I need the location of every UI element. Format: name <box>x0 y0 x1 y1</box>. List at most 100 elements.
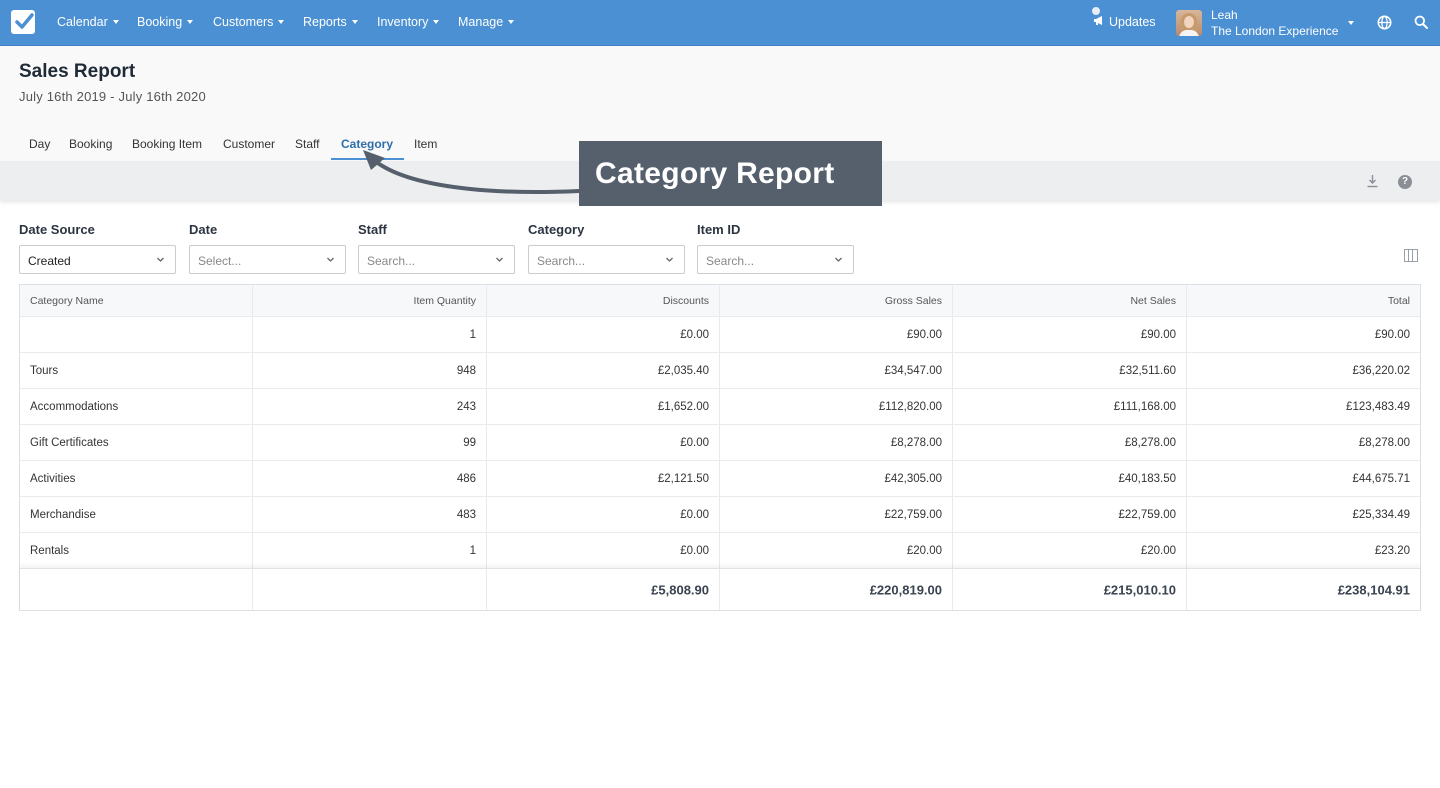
table-cell: 99 <box>253 425 487 460</box>
table-cell: 243 <box>253 389 487 424</box>
columns-toggle-icon[interactable] <box>1404 249 1418 262</box>
category-label: Category <box>528 222 585 237</box>
table-cell: Activities <box>20 461 253 496</box>
nav-reports-label: Reports <box>303 15 347 29</box>
top-nav-bar: Calendar Booking Customers Reports Inven… <box>0 0 1440 46</box>
table-cell: £90.00 <box>953 317 1187 352</box>
notification-dot <box>1092 7 1100 15</box>
chevron-down-icon <box>157 257 164 262</box>
caret-down-icon <box>278 20 285 24</box>
header-cell[interactable]: Total <box>1387 294 1410 307</box>
table-cell: £20.00 <box>720 533 953 568</box>
table-cell: £90.00 <box>1374 328 1410 341</box>
table-cell: 948 <box>253 353 487 388</box>
page-title: Sales Report <box>19 61 136 82</box>
table-cell: £32,511.60 <box>953 353 1187 388</box>
header-cell[interactable]: Item Quantity <box>253 285 487 316</box>
callout-arrow-icon <box>363 150 581 195</box>
nav-calendar-label: Calendar <box>57 15 108 29</box>
totals-net-sales: £215,010.10 <box>953 569 1187 610</box>
table-cell: £0.00 <box>487 317 720 352</box>
header-cell[interactable]: Discounts <box>487 285 720 316</box>
caret-down-icon <box>187 20 194 24</box>
table-row: Tours 948 £2,035.40 £34,547.00 £32,511.60 £36… <box>20 353 1420 389</box>
table-row: Merchandise 483 £0.00 £22,759.00 £22,759.00 £… <box>20 497 1420 533</box>
category-select[interactable]: Search... <box>528 245 685 274</box>
nav-inventory-label: Inventory <box>377 15 429 29</box>
tab-staff[interactable]: Staff <box>295 137 320 151</box>
header-cell[interactable]: Gross Sales <box>720 285 953 316</box>
category-report-callout: Category Report <box>579 141 882 206</box>
header-cell[interactable]: Category Name <box>20 285 253 316</box>
header-cell[interactable]: Net Sales <box>953 285 1187 316</box>
table-cell: Accommodations <box>20 389 253 424</box>
item-id-select[interactable]: Search... <box>697 245 854 274</box>
nav-customers[interactable]: Customers <box>213 15 285 29</box>
chevron-down-icon <box>835 257 842 262</box>
category-report-table: Category Name Item Quantity Discounts Gr… <box>19 284 1421 611</box>
table-header-row: Category Name Item Quantity Discounts Gr… <box>20 285 1420 317</box>
tab-day[interactable]: Day <box>29 137 51 151</box>
report-date-range: July 16th 2019 - July 16th 2020 <box>19 89 206 104</box>
download-icon[interactable] <box>1366 174 1379 193</box>
tab-booking[interactable]: Booking <box>69 137 113 151</box>
table-cell: £111,168.00 <box>953 389 1187 424</box>
table-cell: 1 <box>253 317 487 352</box>
date-placeholder: Select... <box>198 254 242 268</box>
tab-customer[interactable]: Customer <box>223 137 276 151</box>
date-source-select[interactable]: Created <box>19 245 176 274</box>
staff-placeholder: Search... <box>367 254 416 268</box>
table-row: Accommodations 243 £1,652.00 £112,820.00 £11… <box>20 389 1420 425</box>
staff-select[interactable]: Search... <box>358 245 515 274</box>
nav-reports[interactable]: Reports <box>303 15 358 29</box>
table-cell: £123,483.49 <box>1346 400 1410 413</box>
totals-gross-sales: £220,819.00 <box>720 569 953 610</box>
item-id-placeholder: Search... <box>706 254 755 268</box>
table-cell: £8,278.00 <box>953 425 1187 460</box>
nav-booking[interactable]: Booking <box>137 15 194 29</box>
table-cell: £1,652.00 <box>487 389 720 424</box>
table-cell: £0.00 <box>487 533 720 568</box>
totals-cell <box>20 569 253 610</box>
table-cell: £40,183.50 <box>953 461 1187 496</box>
help-question-icon[interactable]: ? <box>1398 175 1412 189</box>
chevron-down-icon <box>496 257 503 262</box>
table-cell: £2,035.40 <box>487 353 720 388</box>
nav-manage[interactable]: Manage <box>458 15 515 29</box>
user-avatar[interactable] <box>1176 10 1202 36</box>
user-company[interactable]: The London Experience <box>1211 24 1339 38</box>
user-menu-caret-icon[interactable] <box>1348 21 1354 25</box>
table-cell: £20.00 <box>953 533 1187 568</box>
tab-item[interactable]: Item <box>414 137 438 151</box>
chevron-down-icon <box>327 257 334 262</box>
table-cell: £23.20 <box>1374 544 1410 557</box>
globe-icon[interactable] <box>1377 15 1392 35</box>
date-select[interactable]: Select... <box>189 245 346 274</box>
table-cell: 483 <box>253 497 487 532</box>
table-cell: £25,334.49 <box>1352 508 1410 521</box>
tab-category[interactable]: Category <box>341 137 394 151</box>
chevron-down-icon <box>666 257 673 262</box>
table-cell: £36,220.02 <box>1352 364 1410 377</box>
caret-down-icon <box>351 20 358 24</box>
search-icon[interactable] <box>1414 15 1428 34</box>
date-source-label: Date Source <box>19 222 95 237</box>
app-logo-checkmark-icon[interactable] <box>11 10 35 34</box>
tab-booking-item[interactable]: Booking Item <box>132 137 203 151</box>
table-cell: Rentals <box>20 533 253 568</box>
nav-manage-label: Manage <box>458 15 504 29</box>
nav-calendar[interactable]: Calendar <box>57 15 119 29</box>
updates-button[interactable]: Updates <box>1092 7 1156 29</box>
nav-inventory[interactable]: Inventory <box>377 15 440 29</box>
table-cell: 486 <box>253 461 487 496</box>
table-cell <box>20 317 253 352</box>
category-placeholder: Search... <box>537 254 586 268</box>
caret-down-icon <box>508 20 515 24</box>
totals-cell <box>253 569 487 610</box>
table-cell: 1 <box>253 533 487 568</box>
table-cell: £2,121.50 <box>487 461 720 496</box>
user-name[interactable]: Leah <box>1211 8 1238 22</box>
table-cell: £34,547.00 <box>720 353 953 388</box>
table-totals-row: £5,808.90 £220,819.00 £215,010.10 £238,1… <box>20 568 1420 610</box>
table-cell: Gift Certificates <box>20 425 253 460</box>
